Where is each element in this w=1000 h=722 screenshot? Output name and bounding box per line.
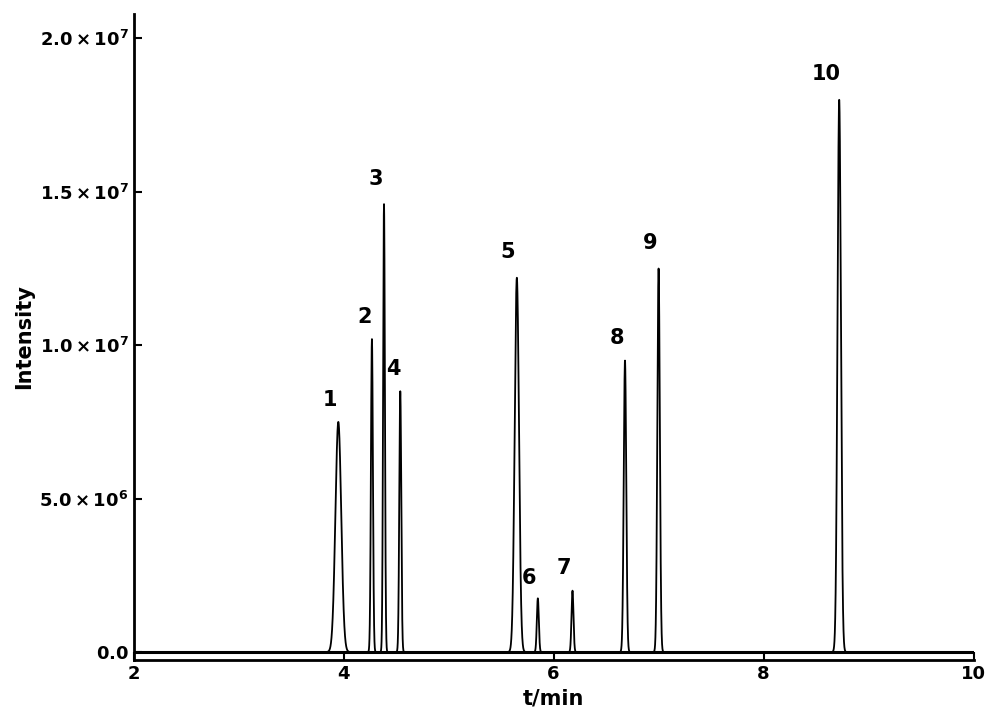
Text: 7: 7 [557, 558, 571, 578]
Text: 3: 3 [369, 169, 383, 188]
Y-axis label: Intensity: Intensity [14, 284, 34, 389]
Text: 8: 8 [609, 329, 624, 348]
Text: 1: 1 [323, 390, 337, 409]
X-axis label: t/min: t/min [523, 688, 584, 708]
Text: 5: 5 [500, 243, 515, 262]
Text: 2: 2 [357, 307, 372, 327]
Text: 4: 4 [386, 359, 400, 379]
Text: 6: 6 [522, 567, 537, 588]
Text: 9: 9 [643, 233, 658, 253]
Text: 10: 10 [812, 64, 841, 84]
